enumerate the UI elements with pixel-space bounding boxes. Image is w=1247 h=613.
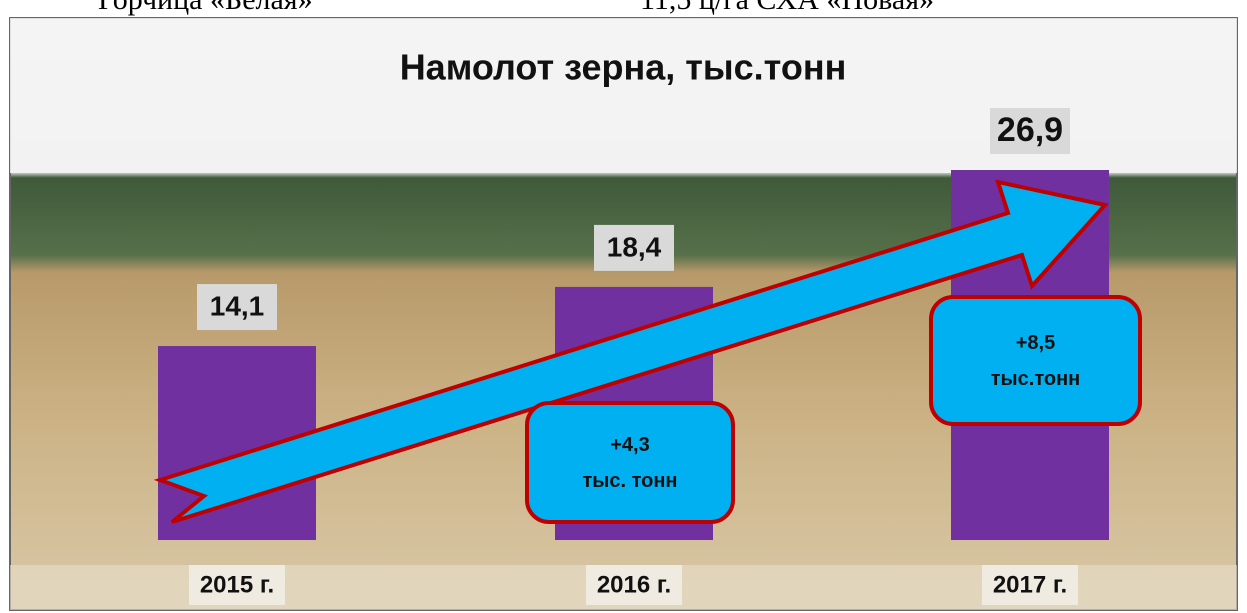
x-tick-label: 2017 г. <box>993 571 1067 598</box>
annotation-box <box>931 297 1140 424</box>
value-label: 14,1 <box>210 290 265 321</box>
chart-title: Намолот зерна, тыс.тонн <box>400 47 847 88</box>
annotation-text: +4,3 <box>610 434 649 456</box>
page: Горчица «Белая» 11,5 ц/га СХА «Новая» На… <box>0 0 1247 613</box>
annotation-box <box>527 403 733 522</box>
value-label: 26,9 <box>997 111 1063 149</box>
annotation-text: +8,5 <box>1016 332 1055 354</box>
header-text: Горчица «Белая» <box>98 0 313 16</box>
x-tick-label: 2016 г. <box>597 571 671 598</box>
header-text: 11,5 ц/га СХА «Новая» <box>640 0 934 16</box>
x-tick-label: 2015 г. <box>200 571 274 598</box>
annotation-text: тыс.тонн <box>991 368 1080 390</box>
value-label: 18,4 <box>607 231 662 262</box>
annotation-text: тыс. тонн <box>582 470 677 492</box>
chart: Горчица «Белая» 11,5 ц/га СХА «Новая» На… <box>0 0 1247 613</box>
